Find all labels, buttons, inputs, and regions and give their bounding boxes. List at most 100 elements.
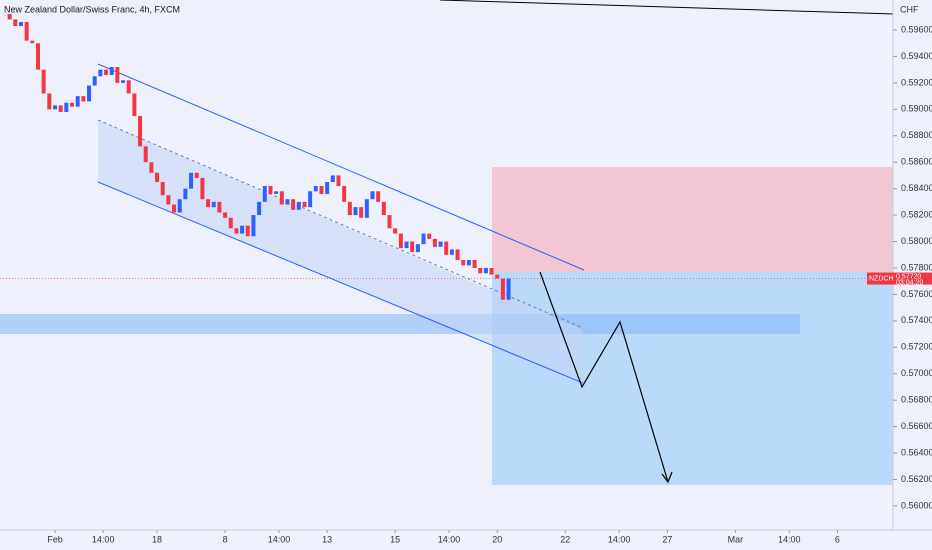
candle-body <box>211 201 216 208</box>
candle-body <box>461 260 466 266</box>
candle-body <box>41 69 46 94</box>
y-tick-label: 0.58200 <box>901 209 932 219</box>
candle-body <box>87 85 92 102</box>
y-tick-label: 0.56000 <box>901 500 932 510</box>
candle-body <box>75 96 80 107</box>
candle-body <box>138 115 143 147</box>
candle-body <box>404 241 409 249</box>
candle-body <box>126 80 131 94</box>
candle-body <box>500 278 505 300</box>
candle-body <box>52 105 57 110</box>
candle-body <box>336 175 341 187</box>
x-tick-label: Mar <box>728 534 744 544</box>
y-tick-label: 0.58600 <box>901 157 932 167</box>
candle-body <box>364 199 369 218</box>
support-zone <box>0 314 800 334</box>
price-label: 0.57720 <box>896 273 921 280</box>
candle-body <box>478 267 483 274</box>
projection-arrow <box>539 271 669 483</box>
candle-body <box>121 80 126 83</box>
y-tick-label: 0.59400 <box>901 51 932 61</box>
y-tick-label: 0.56200 <box>901 474 932 484</box>
candle-body <box>18 22 23 27</box>
candle-body <box>489 267 494 275</box>
x-tick-label: Feb <box>47 534 63 544</box>
x-tick-label: 6 <box>835 534 840 544</box>
candle-body <box>251 215 256 237</box>
stop-zone <box>492 167 893 272</box>
candle-body <box>302 201 307 208</box>
y-tick-label: 0.57600 <box>901 289 932 299</box>
candle-body <box>7 14 12 20</box>
y-tick-label: 0.57200 <box>901 342 932 352</box>
trend-line <box>439 0 894 15</box>
candle-body <box>319 186 324 194</box>
x-tick-label: 14:00 <box>608 534 631 544</box>
candle-body <box>206 199 211 208</box>
candle-body <box>393 228 398 234</box>
candle-body <box>381 201 386 216</box>
candle-body <box>47 93 52 110</box>
candle-body <box>81 96 86 102</box>
x-tick-label: 13 <box>322 534 332 544</box>
candle-body <box>149 162 154 173</box>
candle-body <box>291 199 296 210</box>
x-tick-label: 18 <box>152 534 162 544</box>
x-tick-label: 14:00 <box>92 534 115 544</box>
y-tick-label: 0.59000 <box>901 104 932 114</box>
price-tag <box>893 272 932 285</box>
candle-body <box>104 69 109 75</box>
x-tick-label: 20 <box>492 534 502 544</box>
candle-body <box>234 228 239 234</box>
candle-body <box>410 241 415 253</box>
x-tick-label: 14:00 <box>438 534 461 544</box>
candle-body <box>432 238 437 247</box>
candle-body <box>376 191 381 202</box>
candle-body <box>342 186 347 202</box>
candle-body <box>240 225 245 234</box>
candle-body <box>132 93 137 116</box>
x-tick-label: 15 <box>390 534 400 544</box>
candle-body <box>495 274 500 279</box>
candle-body <box>98 69 103 77</box>
candle-body <box>415 244 420 253</box>
candle-body <box>183 188 188 200</box>
candle-body <box>268 186 273 194</box>
candle-body <box>279 191 284 205</box>
y-tick-label: 0.58000 <box>901 236 932 246</box>
candle-body <box>438 241 443 247</box>
currency-label: CHF <box>900 4 919 14</box>
candle-body <box>398 233 403 249</box>
y-tick-label: 0.58800 <box>901 130 932 140</box>
candle-body <box>466 260 471 266</box>
candle-body <box>325 182 330 194</box>
candle-body <box>166 195 171 205</box>
y-tick-label: 0.57000 <box>901 368 932 378</box>
candle-body <box>483 267 488 274</box>
candle-body <box>370 191 375 200</box>
candle-body <box>30 40 35 44</box>
candle-body <box>115 67 120 83</box>
candle-body <box>143 146 148 163</box>
candle-body <box>308 191 313 208</box>
candle-body <box>455 249 460 261</box>
candle-body <box>421 233 426 245</box>
arrow-head <box>661 471 673 484</box>
candle-body <box>223 212 228 218</box>
symbol-tag <box>867 272 893 285</box>
candle-body <box>347 201 352 216</box>
y-tick-label: 0.59600 <box>901 24 932 34</box>
x-tick-label: 14:00 <box>268 534 291 544</box>
target-zone <box>492 272 893 485</box>
candle-body <box>427 233 432 239</box>
candle-body <box>274 191 279 194</box>
candle-body <box>313 186 318 192</box>
x-tick-label: 14:00 <box>778 534 801 544</box>
candle-body <box>92 76 97 86</box>
y-tick-label: 0.56600 <box>901 421 932 431</box>
y-tick-label: 0.56400 <box>901 447 932 457</box>
channel-lower <box>97 181 584 384</box>
candle-body <box>189 172 194 189</box>
candle-body <box>444 241 449 255</box>
